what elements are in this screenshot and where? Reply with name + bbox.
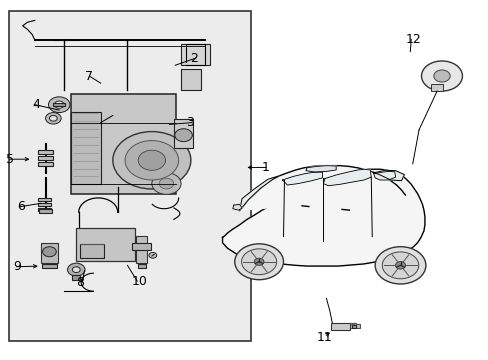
Text: 8: 8 [76, 276, 84, 289]
Circle shape [353, 323, 356, 325]
Bar [53, 103, 65, 107]
Bar [39, 209, 52, 213]
Circle shape [174, 129, 192, 141]
Text: 2: 2 [189, 51, 197, 64]
Bar [72, 275, 80, 280]
Bar [181, 44, 210, 65]
Circle shape [45, 113, 61, 124]
Text: 9: 9 [13, 260, 21, 273]
Polygon shape [239, 176, 279, 211]
Polygon shape [373, 171, 395, 180]
Circle shape [54, 101, 64, 108]
Text: 7: 7 [84, 70, 92, 83]
Circle shape [421, 61, 462, 91]
Polygon shape [305, 166, 335, 172]
Circle shape [125, 140, 178, 180]
Polygon shape [282, 172, 322, 185]
Text: 6: 6 [17, 201, 25, 213]
Circle shape [395, 262, 405, 269]
Circle shape [234, 244, 283, 280]
Bar [38, 198, 51, 201]
Bar [38, 162, 53, 166]
Bar [38, 150, 53, 154]
Circle shape [152, 173, 181, 194]
Circle shape [49, 116, 57, 121]
Bar [138, 264, 145, 268]
Text: 1: 1 [261, 161, 269, 174]
Bar [181, 69, 200, 90]
Bar [38, 156, 53, 159]
Polygon shape [239, 166, 405, 211]
Bar [351, 325, 355, 328]
Circle shape [241, 249, 276, 275]
Bar [38, 208, 51, 211]
Text: 3: 3 [185, 116, 193, 129]
Circle shape [254, 258, 264, 265]
Circle shape [349, 323, 352, 325]
Circle shape [113, 132, 190, 189]
Bar [71, 112, 101, 184]
Circle shape [351, 323, 354, 325]
Circle shape [149, 252, 157, 258]
Bar [41, 243, 58, 263]
Text: 11: 11 [316, 330, 332, 343]
Bar [136, 236, 147, 263]
Bar [9, 12, 250, 341]
Circle shape [48, 97, 70, 113]
Bar [80, 244, 104, 258]
Bar [349, 324, 359, 328]
Text: 4: 4 [33, 98, 41, 111]
Circle shape [67, 263, 85, 276]
Bar [430, 84, 442, 91]
Circle shape [433, 70, 449, 82]
Circle shape [72, 267, 80, 273]
Bar [42, 264, 57, 268]
Circle shape [138, 150, 165, 170]
Circle shape [374, 247, 425, 284]
Text: 5: 5 [6, 153, 14, 166]
Polygon shape [323, 169, 370, 186]
Circle shape [382, 252, 418, 279]
Text: 10: 10 [131, 275, 147, 288]
Text: 12: 12 [405, 33, 420, 46]
Polygon shape [232, 204, 242, 210]
Bar [330, 323, 349, 330]
Circle shape [159, 178, 173, 189]
Bar [132, 243, 151, 250]
Polygon shape [222, 169, 424, 266]
Bar [76, 228, 135, 261]
Circle shape [42, 247, 56, 257]
Bar [173, 119, 193, 148]
Bar [38, 203, 51, 206]
Bar [71, 94, 176, 194]
Polygon shape [373, 170, 404, 181]
